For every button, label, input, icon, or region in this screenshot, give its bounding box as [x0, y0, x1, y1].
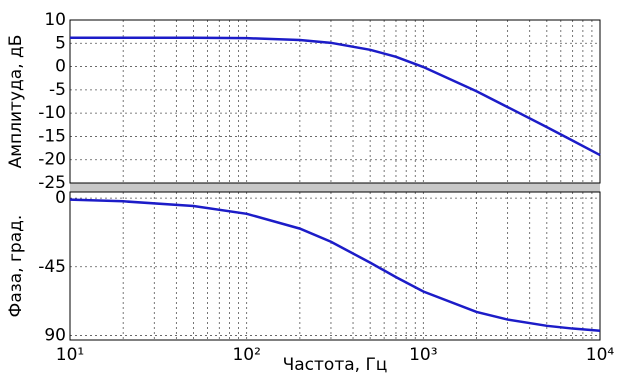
y-tick-label: 90	[44, 325, 66, 345]
y-axis-label: Фаза, град.	[6, 215, 26, 318]
data-line	[69, 198, 601, 332]
separator	[70, 183, 600, 192]
plot-frame	[69, 19, 601, 184]
data-line	[70, 36, 601, 157]
y-tick-label: -20	[38, 150, 66, 170]
x-tick-label: 10⁴	[586, 345, 615, 365]
y-tick-label: 0	[55, 188, 66, 208]
y-tick-label: -10	[38, 103, 66, 123]
y-tick-label: 10	[44, 10, 66, 30]
x-axis-label: Частота, Гц	[283, 355, 388, 375]
y-tick-label: -25	[38, 173, 66, 193]
y-tick-label: -15	[38, 126, 66, 146]
x-tick-label: 10¹	[56, 345, 84, 365]
plot-frame	[69, 191, 601, 341]
y-tick-label: 0	[55, 57, 66, 77]
y-tick-label: -45	[38, 257, 66, 277]
y-tick-label: -5	[49, 80, 66, 100]
x-tick-label: 10³	[409, 345, 437, 365]
x-tick-label: 10²	[232, 345, 260, 365]
y-axis-label: Амплитуда, дБ	[6, 35, 26, 169]
y-tick-label: 5	[55, 33, 66, 53]
